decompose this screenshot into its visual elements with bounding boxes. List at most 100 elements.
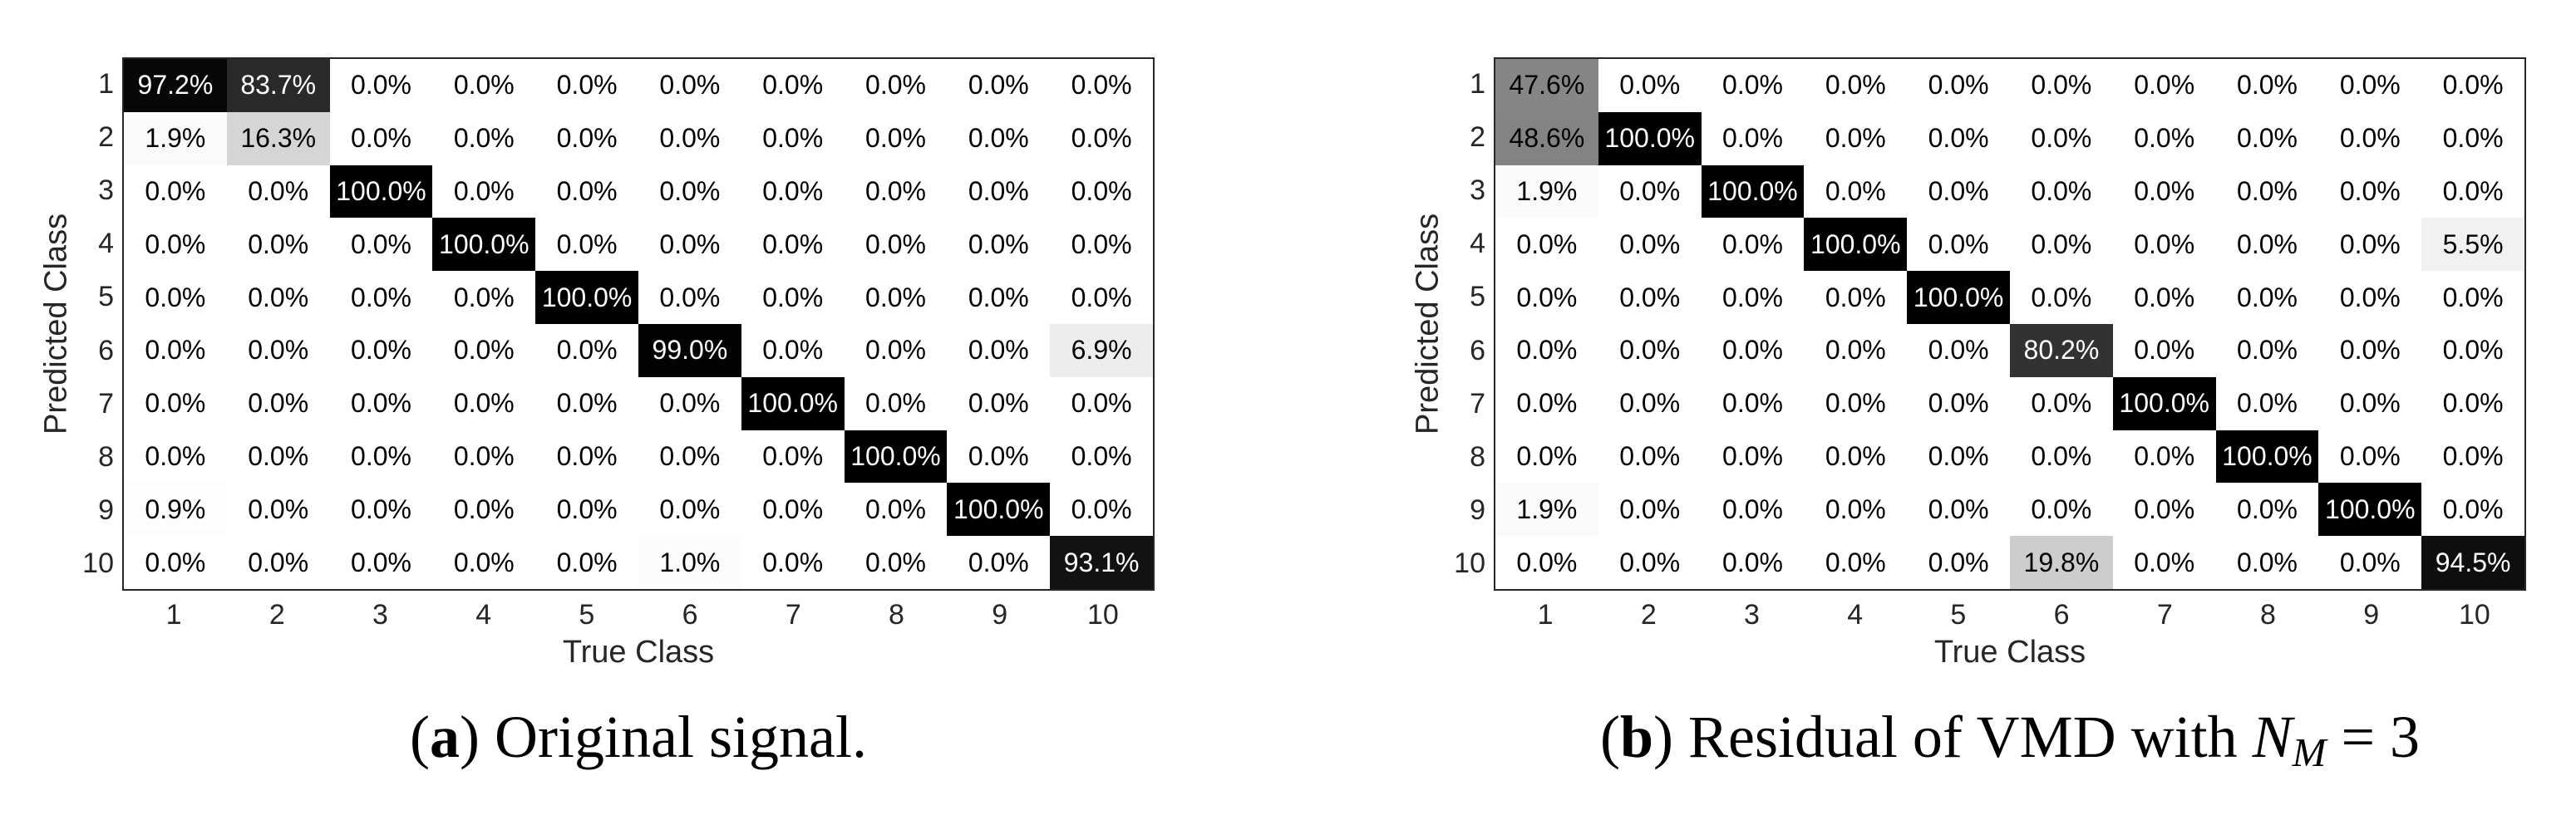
matrix-cell: 0.0% bbox=[1495, 218, 1598, 272]
confusion-matrix-a: Predicted Class 1 2 3 4 5 6 7 8 9 10 97.2% 83.7% 0.… bbox=[0, 0, 1204, 820]
y-tick-label: 4 bbox=[98, 228, 114, 260]
matrix-cells: 97.2% 83.7% 0.0% 0.0% 0.0% 0.0% 0.0% 0.0% 0.0% 0.… bbox=[122, 57, 1155, 591]
matrix-cell: 0.0% bbox=[2421, 376, 2524, 430]
matrix-cell: 100.0% bbox=[741, 376, 845, 430]
matrix-cell: 0.0% bbox=[2421, 323, 2524, 377]
matrix-cell: 0.0% bbox=[329, 111, 433, 165]
matrix-cell: 0.0% bbox=[638, 218, 741, 272]
caption-paren-close: ) bbox=[460, 704, 480, 770]
x-tick-label: 9 bbox=[2363, 598, 2380, 631]
matrix-cell: 100.0% bbox=[947, 483, 1051, 537]
x-tick-label: 7 bbox=[2156, 598, 2173, 631]
matrix-cell: 19.8% bbox=[2010, 536, 2113, 589]
matrix-cell: 0.0% bbox=[2112, 430, 2216, 484]
y-tick-label: 8 bbox=[98, 440, 114, 473]
matrix-cell: 100.0% bbox=[2318, 483, 2422, 537]
matrix-cell: 0.0% bbox=[947, 111, 1051, 165]
matrix-cell: 0.0% bbox=[844, 218, 948, 272]
matrix-cell: 0.0% bbox=[1050, 271, 1153, 324]
matrix-cell: 6.9% bbox=[1050, 323, 1153, 377]
x-tick-label: 2 bbox=[1640, 598, 1657, 631]
x-tick-label: 8 bbox=[889, 598, 904, 631]
matrix-cell: 0.0% bbox=[2318, 376, 2422, 430]
matrix-cell: 0.0% bbox=[535, 323, 638, 377]
matrix-cell: 0.0% bbox=[124, 164, 227, 219]
matrix-cell: 0.0% bbox=[947, 271, 1051, 324]
matrix-cell: 0.0% bbox=[741, 483, 845, 537]
matrix-cell: 0.0% bbox=[1598, 218, 1702, 272]
matrix-cell: 0.0% bbox=[2421, 430, 2524, 484]
caption-math-var: N bbox=[2252, 704, 2293, 770]
matrix-cell: 0.0% bbox=[535, 376, 638, 430]
y-tick-label: 5 bbox=[98, 281, 114, 313]
matrix-cell: 0.0% bbox=[1804, 59, 1908, 112]
y-tick-label: 1 bbox=[98, 67, 114, 100]
matrix-cell: 0.0% bbox=[1804, 111, 1908, 165]
y-tick-label: 5 bbox=[1470, 281, 1485, 313]
matrix-cell: 94.5% bbox=[2421, 536, 2524, 589]
matrix-cell: 0.0% bbox=[2215, 323, 2319, 377]
matrix-cell: 0.0% bbox=[1598, 164, 1702, 219]
matrix-cell: 0.0% bbox=[2318, 430, 2422, 484]
x-tick-label: 10 bbox=[2458, 598, 2490, 631]
matrix-cell: 100.0% bbox=[844, 430, 948, 484]
matrix-cell: 0.0% bbox=[2010, 376, 2113, 430]
matrix-cell: 0.0% bbox=[2010, 218, 2113, 272]
matrix-cell: 0.0% bbox=[2318, 164, 2422, 219]
matrix-cell: 0.0% bbox=[2010, 111, 2113, 165]
matrix-cell: 0.0% bbox=[432, 323, 536, 377]
matrix-cell: 0.0% bbox=[124, 376, 227, 430]
matrix-cell: 0.0% bbox=[329, 430, 433, 484]
matrix-cell: 0.0% bbox=[1701, 376, 1805, 430]
matrix-cell: 47.6% bbox=[1495, 59, 1598, 112]
y-tick-label: 7 bbox=[1470, 387, 1485, 420]
matrix-cell: 0.0% bbox=[1050, 111, 1153, 165]
matrix-cell: 0.0% bbox=[1598, 430, 1702, 484]
matrix-cell: 0.0% bbox=[124, 323, 227, 377]
matrix-cell: 0.0% bbox=[329, 483, 433, 537]
matrix-cell: 0.0% bbox=[1495, 430, 1598, 484]
matrix-cell: 0.0% bbox=[2010, 430, 2113, 484]
matrix-cell: 0.0% bbox=[329, 59, 433, 112]
matrix-cell: 0.0% bbox=[329, 323, 433, 377]
matrix-cell: 0.0% bbox=[226, 483, 330, 537]
x-tick-label: 2 bbox=[268, 598, 285, 631]
caption-label: b bbox=[1619, 704, 1653, 770]
x-tick-label: 10 bbox=[1086, 598, 1119, 631]
caption-paren-open: ( bbox=[410, 704, 431, 770]
x-tick-label: 4 bbox=[1847, 598, 1864, 631]
matrix-cell: 0.0% bbox=[1804, 164, 1908, 219]
matrix-cell: 0.0% bbox=[432, 59, 536, 112]
matrix-cell: 0.0% bbox=[1907, 483, 2010, 537]
matrix-cell: 0.0% bbox=[2112, 111, 2216, 165]
matrix-cell: 100.0% bbox=[1701, 164, 1805, 219]
matrix-cell: 0.0% bbox=[947, 164, 1051, 219]
matrix-cell: 16.3% bbox=[226, 111, 330, 165]
matrix-cell: 0.0% bbox=[1495, 536, 1598, 589]
matrix-cell: 0.0% bbox=[2421, 164, 2524, 219]
matrix-cell: 0.0% bbox=[1701, 59, 1805, 112]
matrix-cell: 0.0% bbox=[1907, 164, 2010, 219]
matrix-cell: 0.0% bbox=[1598, 483, 1702, 537]
matrix-cell: 0.0% bbox=[2421, 483, 2524, 537]
x-axis-label: True Class bbox=[562, 635, 715, 670]
matrix-cell: 0.0% bbox=[1050, 59, 1153, 112]
matrix-cell: 93.1% bbox=[1050, 536, 1153, 589]
matrix-cell: 0.0% bbox=[1050, 376, 1153, 430]
matrix-cell: 0.0% bbox=[432, 536, 536, 589]
matrix-cell: 1.9% bbox=[124, 111, 227, 165]
matrix-cell: 0.0% bbox=[1050, 483, 1153, 537]
matrix-cell: 0.0% bbox=[1701, 536, 1805, 589]
matrix-cell: 0.0% bbox=[2421, 111, 2524, 165]
matrix-cell: 0.0% bbox=[638, 111, 741, 165]
caption-text: Original signal. bbox=[480, 704, 867, 770]
y-tick-label: 7 bbox=[98, 387, 114, 420]
matrix-cell: 0.0% bbox=[1804, 323, 1908, 377]
x-tick-label: 7 bbox=[785, 598, 801, 631]
matrix-cell: 0.0% bbox=[947, 536, 1051, 589]
matrix-cell: 0.0% bbox=[1701, 483, 1805, 537]
matrix-cell: 0.0% bbox=[2215, 164, 2319, 219]
matrix-cell: 0.0% bbox=[2318, 218, 2422, 272]
matrix-cell: 0.0% bbox=[2112, 59, 2216, 112]
matrix-cell: 0.0% bbox=[1804, 483, 1908, 537]
